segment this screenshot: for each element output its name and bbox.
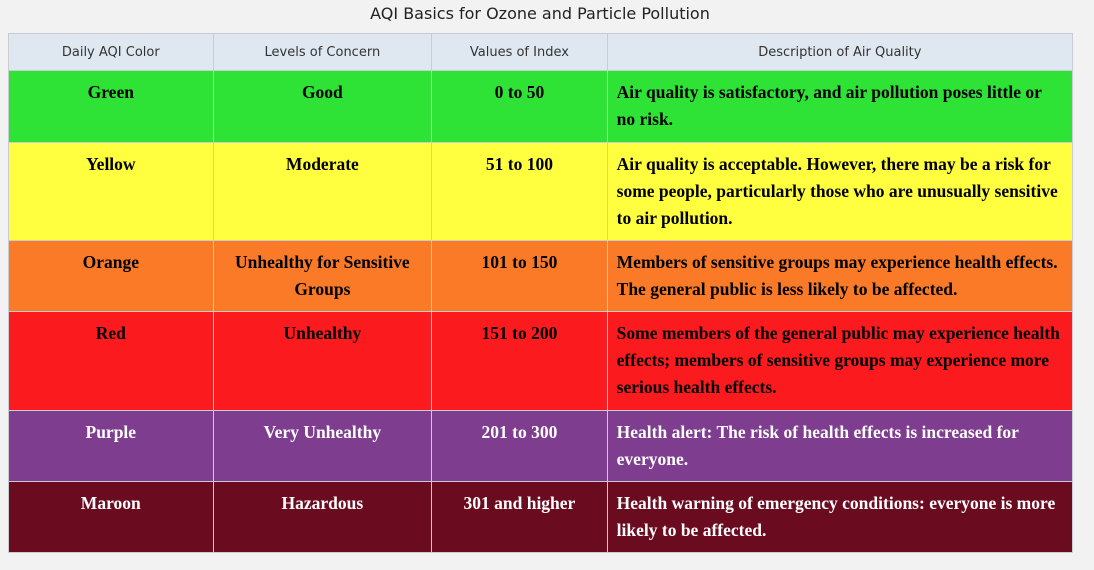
aqi-description-cell: Health alert: The risk of health effects…	[606, 410, 1074, 482]
aqi-description-cell: Air quality is acceptable. However, ther…	[606, 142, 1074, 241]
aqi-color-cell: Purple	[8, 410, 214, 482]
table-row: Orange Unhealthy for Sensitive Groups 10…	[8, 240, 1074, 312]
aqi-level-cell: Moderate	[212, 142, 433, 241]
aqi-level-cell: Very Unhealthy	[212, 410, 433, 482]
table-row: Yellow Moderate 51 to 100 Air quality is…	[8, 142, 1074, 241]
table-row: Purple Very Unhealthy 201 to 300 Health …	[8, 410, 1074, 482]
aqi-table: Daily AQI Color Levels of Concern Values…	[8, 33, 1074, 553]
table-row: Maroon Hazardous 301 and higher Health w…	[8, 481, 1074, 553]
header-values: Values of Index	[431, 33, 608, 71]
aqi-range-cell: 201 to 300	[431, 410, 608, 482]
header-description: Description of Air Quality	[606, 33, 1074, 71]
aqi-color-cell: Yellow	[8, 142, 214, 241]
header-level: Levels of Concern	[212, 33, 433, 71]
aqi-description-cell: Members of sensitive groups may experien…	[606, 240, 1074, 312]
aqi-range-cell: 51 to 100	[431, 142, 608, 241]
aqi-range-cell: 101 to 150	[431, 240, 608, 312]
header-color: Daily AQI Color	[8, 33, 214, 71]
aqi-description-cell: Health warning of emergency conditions: …	[606, 481, 1074, 553]
table-row: Green Good 0 to 50 Air quality is satisf…	[8, 70, 1074, 143]
aqi-color-cell: Orange	[8, 240, 214, 312]
aqi-color-cell: Green	[8, 70, 214, 143]
aqi-level-cell: Unhealthy	[212, 311, 433, 411]
aqi-color-cell: Maroon	[8, 481, 214, 553]
aqi-range-cell: 151 to 200	[431, 311, 608, 411]
header-row: Daily AQI Color Levels of Concern Values…	[8, 33, 1074, 71]
aqi-range-cell: 0 to 50	[431, 70, 608, 143]
aqi-level-cell: Unhealthy for Sensitive Groups	[212, 240, 433, 312]
aqi-description-cell: Air quality is satisfactory, and air pol…	[606, 70, 1074, 143]
aqi-range-cell: 301 and higher	[431, 481, 608, 553]
aqi-level-cell: Hazardous	[212, 481, 433, 553]
aqi-description-cell: Some members of the general public may e…	[606, 311, 1074, 411]
table-row: Red Unhealthy 151 to 200 Some members of…	[8, 311, 1074, 411]
aqi-color-cell: Red	[8, 311, 214, 411]
table-caption: AQI Basics for Ozone and Particle Pollut…	[370, 4, 710, 23]
aqi-level-cell: Good	[212, 70, 433, 143]
